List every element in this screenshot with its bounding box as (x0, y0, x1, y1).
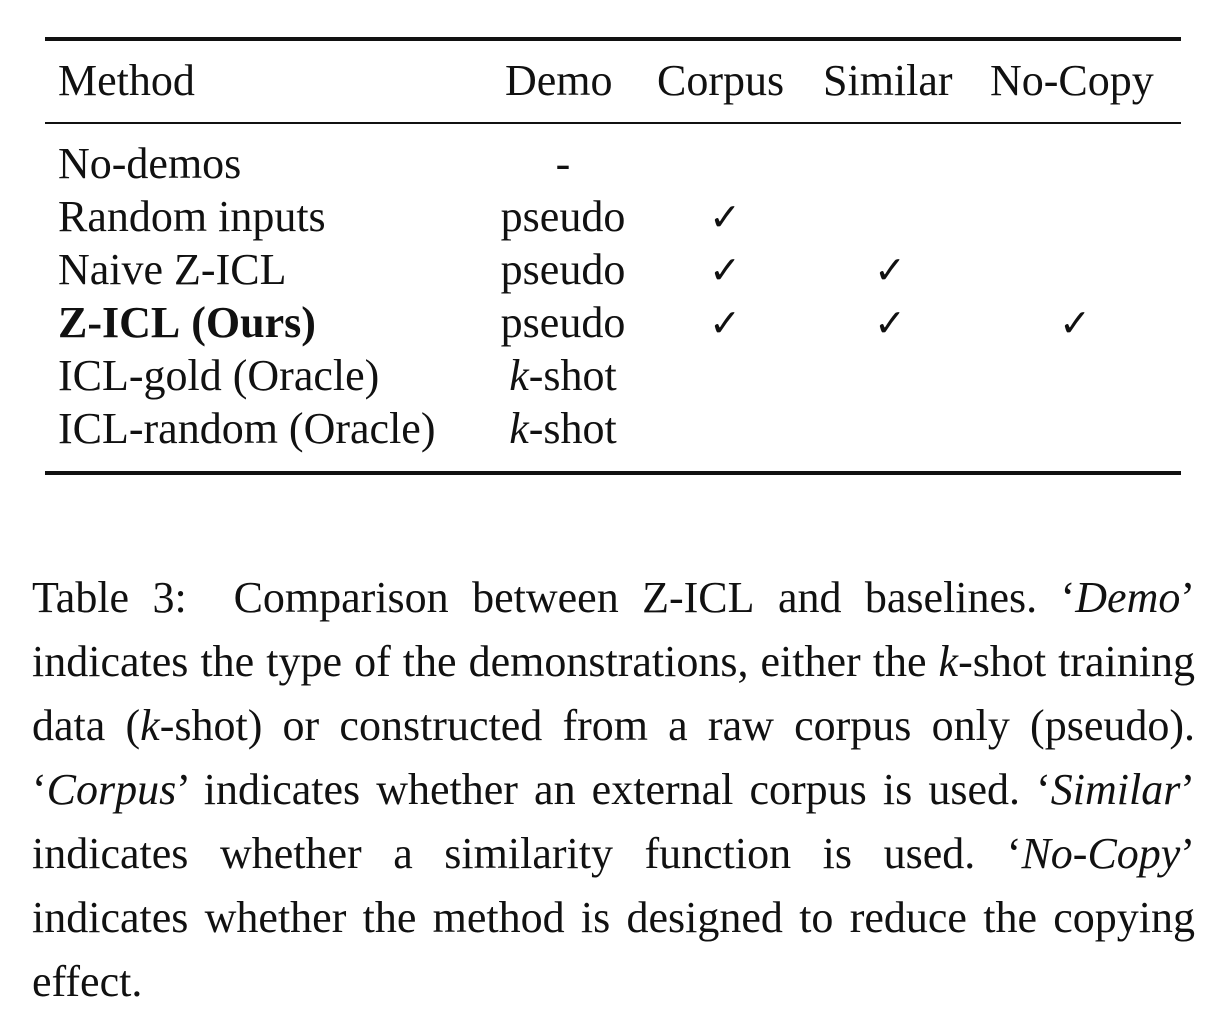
demo-cell: - (555, 139, 571, 188)
method-cell: ICL-gold (Oracle) (58, 351, 380, 400)
header-rule (45, 122, 1181, 124)
demo-cell: k-shot (509, 351, 617, 400)
demo-cell: k-shot (509, 404, 617, 453)
method-cell: ICL-random (Oracle) (58, 404, 436, 453)
method-cell: Naive Z-ICL (58, 245, 287, 294)
bottom-rule (45, 471, 1181, 475)
header-similar: Similar (823, 56, 953, 105)
method-cell: Z-ICL (Ours) (58, 298, 316, 347)
corpus-check-icon: ✓ (709, 195, 741, 239)
nocopy-check-icon: ✓ (1059, 301, 1091, 345)
demo-cell: pseudo (500, 245, 626, 294)
header-nocopy: No-Copy (990, 56, 1154, 105)
table-caption: Table 3: Comparison between Z-ICL and ba… (32, 573, 1196, 1006)
similar-check-icon: ✓ (874, 248, 906, 292)
method-cell: Random inputs (58, 192, 326, 241)
corpus-check-icon: ✓ (709, 248, 741, 292)
method-cell: No-demos (58, 139, 242, 188)
header-demo: Demo (505, 56, 613, 105)
corpus-check-icon: ✓ (709, 301, 741, 345)
similar-check-icon: ✓ (874, 301, 906, 345)
demo-cell: pseudo (500, 298, 626, 347)
header-method: Method (58, 56, 195, 105)
top-rule (45, 37, 1181, 41)
caption-label: Table 3: (32, 573, 187, 622)
demo-cell: pseudo (500, 192, 626, 241)
header-corpus: Corpus (657, 56, 785, 105)
